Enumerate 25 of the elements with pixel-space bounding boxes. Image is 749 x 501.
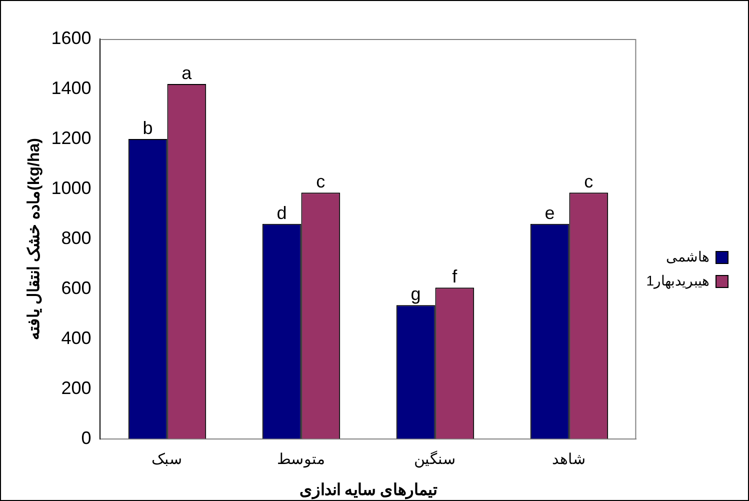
y-tick-label: 1000	[51, 178, 92, 198]
annotation: g	[410, 284, 421, 304]
y-tick-label: 1200	[51, 128, 92, 148]
annotation: c	[316, 172, 326, 192]
y-tick-label: 800	[61, 228, 92, 248]
annotation: a	[182, 62, 193, 83]
y-tick-label: 400	[61, 328, 92, 348]
x-tick-label: شاهد	[552, 450, 586, 468]
y-tick-label: 200	[61, 378, 92, 398]
x-tick-label: متوسط	[277, 450, 326, 468]
x-tick-label: سنگین	[414, 450, 456, 468]
legend-label: هاشمی	[666, 248, 709, 264]
y-tick-label: 1600	[51, 28, 92, 48]
annotation: c	[584, 172, 594, 192]
annotation: b	[142, 118, 153, 138]
annotation: f	[452, 266, 458, 287]
y-axis-title: ماده خشک انتقال یافته(kg/ha)	[26, 138, 44, 340]
annotation: d	[276, 202, 287, 223]
y-tick-label: 1400	[51, 78, 92, 98]
x-axis-title: تیمارهای سایه اندازی	[299, 482, 438, 500]
legend-label: هیبریدبهار1	[646, 272, 709, 290]
y-tick-label: 0	[81, 428, 92, 448]
annotation: e	[544, 202, 555, 223]
y-tick-label: 600	[61, 278, 92, 298]
x-tick-label: سبک	[152, 450, 183, 468]
